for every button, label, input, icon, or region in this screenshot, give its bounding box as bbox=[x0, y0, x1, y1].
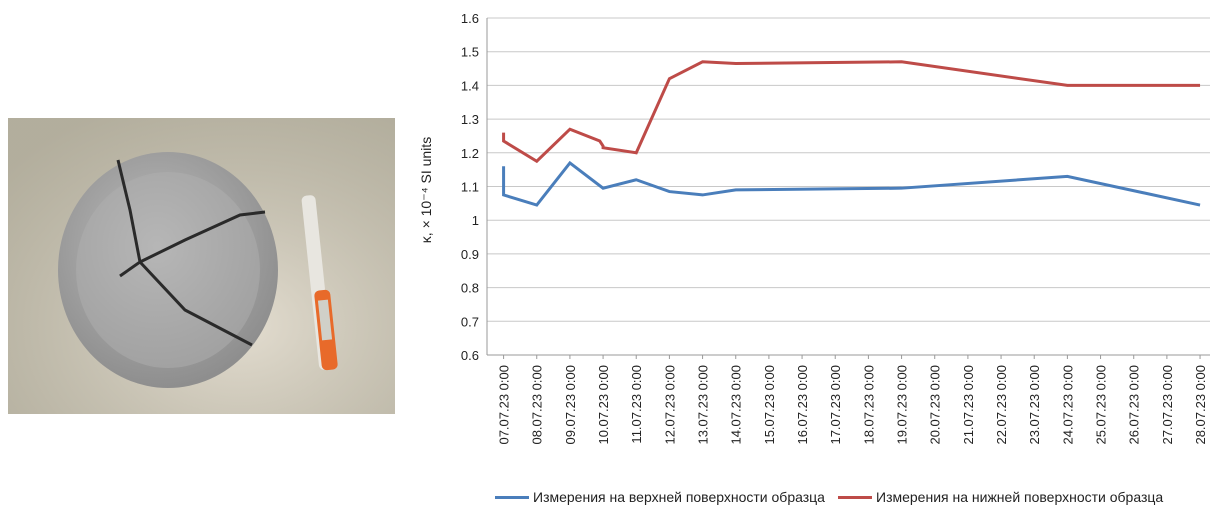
series-line bbox=[502, 60, 1201, 164]
legend-label: Измерения на верхней поверхности образца bbox=[533, 489, 825, 505]
y-tick-label: 1.4 bbox=[461, 78, 479, 93]
y-tick-label: 0.9 bbox=[461, 247, 479, 262]
x-tick-label: 12.07.23 0:00 bbox=[662, 365, 677, 445]
y-tick-label: 1.5 bbox=[461, 45, 479, 60]
x-tick-label: 25.07.23 0:00 bbox=[1094, 365, 1109, 445]
y-tick-label: 1.6 bbox=[461, 11, 479, 26]
x-tick-label: 09.07.23 0:00 bbox=[563, 365, 578, 445]
x-tick-label: 22.07.23 0:00 bbox=[994, 365, 1009, 445]
series-line bbox=[502, 160, 1201, 207]
x-tick-label: 18.07.23 0:00 bbox=[861, 365, 876, 445]
x-tick-label: 16.07.23 0:00 bbox=[795, 365, 810, 445]
x-tick-label: 08.07.23 0:00 bbox=[530, 365, 545, 445]
x-tick-label: 28.07.23 0:00 bbox=[1193, 365, 1208, 445]
x-tick-label: 27.07.23 0:00 bbox=[1160, 365, 1175, 445]
y-tick-label: 1.3 bbox=[461, 112, 479, 127]
x-tick-label: 19.07.23 0:00 bbox=[895, 365, 910, 445]
legend-swatch bbox=[495, 496, 529, 499]
x-tick-label: 15.07.23 0:00 bbox=[762, 365, 777, 445]
y-tick-label: 0.8 bbox=[461, 281, 479, 296]
x-tick-label: 13.07.23 0:00 bbox=[696, 365, 711, 445]
x-tick-label: 21.07.23 0:00 bbox=[961, 365, 976, 445]
legend-item: Измерения на нижней поверхности образца bbox=[838, 488, 1176, 506]
legend-swatch bbox=[838, 496, 872, 499]
x-tick-label: 11.07.23 0:00 bbox=[629, 365, 644, 444]
x-tick-label: 10.07.23 0:00 bbox=[596, 365, 611, 445]
photo bbox=[8, 118, 395, 414]
y-tick-label: 0.7 bbox=[461, 314, 479, 329]
y-tick-label: 1.1 bbox=[461, 180, 479, 195]
x-tick-label: 17.07.23 0:00 bbox=[828, 365, 843, 445]
legend-item: Измерения на верхней поверхности образца bbox=[495, 488, 833, 506]
y-axis-label: κ, × 10⁻⁴ SI units bbox=[418, 137, 434, 243]
x-tick-label: 26.07.23 0:00 bbox=[1127, 365, 1142, 445]
y-tick-label: 1.2 bbox=[461, 146, 479, 161]
x-tick-label: 24.07.23 0:00 bbox=[1060, 365, 1075, 445]
legend-label: Измерения на нижней поверхности образца bbox=[876, 489, 1164, 505]
plot: 0.6 0.7 0.8 0.9 1 1.1 1.2 1.3 1.4 1.5 1.6 07.07.23 … bbox=[461, 11, 1210, 445]
y-tick-label: 0.6 bbox=[461, 348, 479, 363]
x-tick-label: 14.07.23 0:00 bbox=[729, 365, 744, 445]
x-tick-label: 07.07.23 0:00 bbox=[497, 365, 512, 445]
x-tick-label: 20.07.23 0:00 bbox=[928, 365, 943, 445]
x-tick-label: 23.07.23 0:00 bbox=[1027, 365, 1042, 445]
y-tick-label: 1 bbox=[472, 213, 479, 228]
